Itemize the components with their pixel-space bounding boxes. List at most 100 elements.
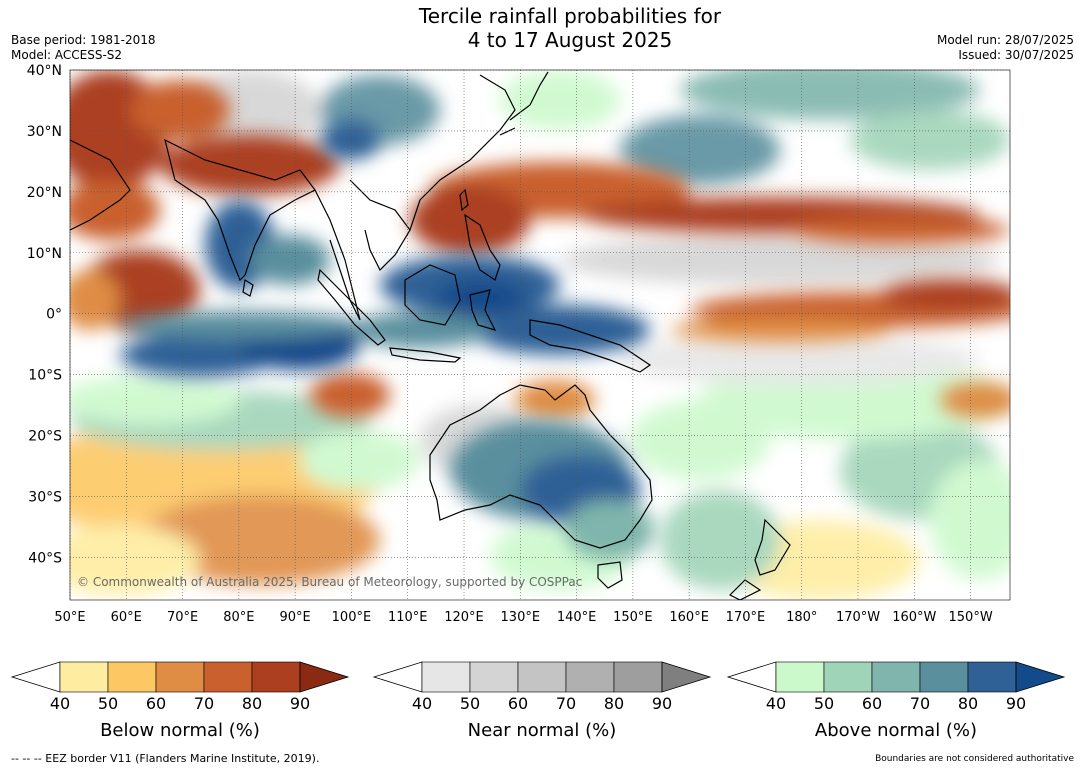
colorbar-tick: 40 (50, 694, 70, 713)
colorbar-label: Near normal (%) (468, 720, 617, 741)
new-guinea-outline (529, 319, 652, 373)
lat-label: 0° (46, 307, 62, 323)
colorbar-tick: 90 (1006, 694, 1026, 713)
lon-label: 170°W (836, 610, 880, 625)
colorbar-min-arrow (372, 661, 423, 693)
colorbar-tick: 60 (862, 694, 882, 713)
lon-label: 100°E (332, 610, 372, 625)
lat-label: 40°S (28, 550, 62, 566)
colorbar-swatch (565, 661, 615, 693)
colorbar-2: 40 50 60 70 80 90 Near normal (%) (372, 661, 712, 741)
model-name: Model: ACCESS-S2 (11, 48, 123, 62)
colorbar-tick: 90 (290, 694, 310, 713)
colorbar-tick: 70 (910, 694, 930, 713)
new-zealand-outline (728, 518, 791, 600)
eez-note: -- -- -- EEZ border V11 (Flanders Marine… (11, 752, 320, 765)
coastlines (70, 71, 791, 600)
lon-label: 50°E (54, 610, 85, 625)
lat-label: 20°S (28, 429, 62, 445)
colorbar-tick: 50 (460, 694, 480, 713)
colorbar-tick: 80 (242, 694, 262, 713)
copyright-text: © Commonwealth of Australia 2025, Bureau… (77, 575, 582, 589)
title-line-2: 4 to 17 August 2025 (467, 28, 673, 52)
map-frame (69, 69, 1011, 601)
colorbar-3: 40 50 60 70 80 90 Above normal (%) (726, 661, 1066, 741)
colorbar-tick: 70 (556, 694, 576, 713)
colorbar-swatch (421, 661, 471, 693)
colorbar-swatch (107, 661, 157, 693)
colorbar-swatch (871, 661, 921, 693)
colorbar-swatch (967, 661, 1017, 693)
colorbar-label: Below normal (%) (100, 720, 260, 741)
colorbar-min-arrow (726, 661, 777, 693)
lon-label: 180° (786, 610, 817, 625)
colorbar-tick: 90 (652, 694, 672, 713)
colorbar-swatch (517, 661, 567, 693)
title-line-1: Tercile rainfall probabilities for (418, 4, 722, 28)
lon-label: 140°E (557, 610, 597, 625)
probability-field (70, 70, 1010, 600)
colorbar-legends: 40 50 60 70 80 90 Below normal (%) 40 50 60 70 80 90… (10, 661, 1066, 741)
colorbar-swatch (775, 661, 825, 693)
australia-outline (429, 384, 653, 549)
colorbar-max-arrow (1015, 661, 1066, 693)
colorbar-tick: 80 (958, 694, 978, 713)
lon-label: 110°E (388, 610, 428, 625)
boundaries-note: Boundaries are not considered authoritat… (875, 754, 1074, 764)
lon-label: 160°E (669, 610, 709, 625)
colorbar-min-arrow (10, 661, 61, 693)
colorbar-tick: 40 (412, 694, 432, 713)
colorbar-tick: 40 (766, 694, 786, 713)
colorbar-max-arrow (661, 661, 712, 693)
model-run: Model run: 28/07/2025 (936, 33, 1074, 47)
lon-label: 150°W (949, 610, 993, 625)
tasmania-outline (597, 561, 623, 589)
sri-lanka-outline (242, 279, 254, 297)
java-outline (389, 347, 462, 363)
philippines-outline (464, 213, 501, 281)
colorbar-swatch (155, 661, 205, 693)
colorbar-swatch (613, 661, 663, 693)
longitude-labels: 50°E 60°E 70°E 80°E 90°E 100°E 110°E 120°E 130°E… (54, 610, 992, 625)
colorbar-tick: 50 (98, 694, 118, 713)
colorbar-swatch (823, 661, 873, 693)
colorbar-tick: 60 (508, 694, 528, 713)
colorbar-tick: 80 (604, 694, 624, 713)
arabia-outline (70, 139, 131, 231)
lon-label: 120°E (444, 610, 484, 625)
lon-label: 160°W (892, 610, 936, 625)
colorbar-swatch (203, 661, 253, 693)
map-title: Tercile rainfall probabilities for 4 to … (0, 4, 1085, 52)
china-coast-outline (409, 74, 516, 231)
colorbar-swatch (919, 661, 969, 693)
colorbar-tick: 70 (194, 694, 214, 713)
indochina-outline (314, 179, 411, 321)
india-outline (164, 138, 316, 282)
colorbar-swatch (59, 661, 109, 693)
colorbar-label: Above normal (%) (815, 720, 977, 741)
lon-label: 150°E (613, 610, 653, 625)
colorbar-swatch (251, 661, 301, 693)
base-period: Base period: 1981-2018 (11, 33, 156, 47)
meta-right: Model run: 28/07/2025 Issued: 30/07/2025 (937, 33, 1074, 63)
colorbar-max-arrow (299, 661, 350, 693)
issued-date: Issued: 30/07/2025 (958, 48, 1074, 62)
lon-label: 130°E (501, 610, 541, 625)
sumatra-outline (317, 268, 386, 346)
sulawesi-outline (469, 289, 497, 331)
lon-label: 170°E (726, 610, 766, 625)
lon-label: 90°E (280, 610, 311, 625)
lat-label: 20°N (27, 185, 62, 201)
colorbar-swatch (469, 661, 519, 693)
meta-left: Base period: 1981-2018 Model: ACCESS-S2 (11, 33, 156, 63)
lat-label: 30°N (27, 124, 62, 140)
lon-label: 70°E (167, 610, 198, 625)
lat-label: 10°S (28, 368, 62, 384)
lat-label: 40°N (27, 63, 62, 79)
lat-label: 30°S (28, 489, 62, 505)
lat-label: 10°N (27, 246, 62, 262)
colorbar-1: 40 50 60 70 80 90 Below normal (%) (10, 661, 350, 741)
latitude-labels: 40°N 30°N 20°N 10°N 0° 10°S 20°S 30°S 40°S (27, 63, 62, 566)
colorbar-tick: 60 (146, 694, 166, 713)
